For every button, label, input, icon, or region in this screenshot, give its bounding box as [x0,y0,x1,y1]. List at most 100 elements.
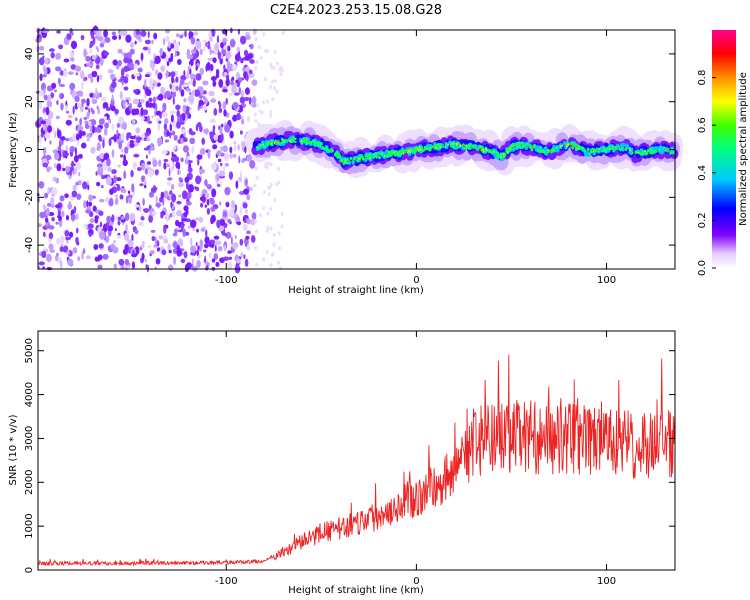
heatmap-signal-blob [320,142,323,146]
heatmap-noise-speck [74,146,77,156]
heatmap-noise-speck [200,227,206,232]
heatmap-noise-speck [182,83,189,88]
heatmap-noise-speck [114,228,117,232]
heatmap-noise-speck [262,32,266,37]
heatmap-noise-speck [165,36,170,43]
heatmap-noise-speck [74,117,78,122]
heatmap-noise-speck [228,171,234,180]
heatmap-noise-speck [201,137,206,145]
heatmap-noise-speck [228,256,233,261]
heatmap-noise-speck [96,75,100,83]
heatmap-signal-blob [596,149,598,151]
hm-ytick-label: -20 [24,189,35,205]
heatmap-noise-speck [171,130,176,136]
heatmap-noise-speck [155,195,159,204]
heatmap-signal-blob [505,150,507,153]
heatmap-noise-speck [167,243,171,251]
heatmap-signal-blob [402,152,405,155]
heatmap-noise-speck [127,239,134,248]
heatmap-noise-speck [183,70,186,77]
heatmap-noise-speck [137,67,143,73]
heatmap-noise-speck [212,80,217,87]
heatmap-signal-blob [572,143,575,146]
heatmap-noise-speck [249,59,255,64]
heatmap-noise-speck [186,262,192,269]
heatmap-noise-speck [223,64,226,71]
heatmap-noise-speck [109,197,114,204]
heatmap-noise-speck [242,188,249,195]
heatmap-noise-speck [173,39,177,45]
heatmap-noise-speck [61,210,65,218]
heatmap-noise-speck [176,121,181,129]
heatmap-noise-speck [212,144,218,150]
heatmap-noise-speck [39,73,43,82]
heatmap-signal-blob [341,159,344,162]
heatmap-noise-speck [238,57,245,62]
heatmap-noise-speck [176,248,183,257]
heatmap-noise-speck [252,28,257,35]
colorbar-gradient [712,30,736,268]
heatmap-noise-speck [86,62,93,68]
heatmap-noise-speck [45,106,50,116]
heatmap-noise-speck [221,48,225,56]
heatmap-noise-speck [107,166,112,172]
heatmap-signal-blob [330,149,332,152]
heatmap-noise-speck [271,79,275,84]
heatmap-signal-blob [586,147,590,152]
heatmap-noise-speck [240,90,245,97]
heatmap-noise-speck [246,218,251,225]
heatmap-noise-speck [67,258,74,266]
heatmap-signal-blob [662,146,666,150]
heatmap-noise-speck [99,230,106,240]
heatmap-noise-speck [225,231,232,239]
heatmap-signal-blob [465,144,468,146]
heatmap-noise-speck [148,78,155,86]
heatmap-noise-speck [166,60,170,67]
heatmap-signal-blob [487,148,490,153]
heatmap-noise-speck [184,176,190,183]
heatmap-noise-speck [79,117,83,126]
heatmap-noise-speck [87,73,93,79]
heatmap-noise-speck [144,132,151,136]
heatmap-noise-speck [158,235,163,240]
heatmap-signal-blob [543,146,548,151]
heatmap-noise-speck [246,230,251,235]
heatmap-noise-speck [176,109,181,117]
heatmap-noise-speck [140,244,145,248]
heatmap-noise-speck [240,118,245,125]
heatmap-noise-speck [245,35,251,41]
heatmap-signal-blob [562,141,567,146]
heatmap-noise-speck [101,161,108,171]
heatmap-noise-speck [89,125,93,133]
heatmap-noise-speck [176,209,183,217]
heatmap-signal-blob [567,143,569,146]
heatmap-noise-speck [86,97,90,107]
heatmap-signal-blob [482,148,484,151]
heatmap-signal-blob [419,146,421,149]
heatmap-noise-speck [178,84,182,93]
heatmap-ylabel: Frequency (Hz) [8,112,19,188]
heatmap-noise-speck [40,120,47,125]
heatmap-noise-speck [183,137,188,143]
heatmap-noise-speck [91,125,95,134]
heatmap-noise-speck [218,170,226,177]
heatmap-noise-speck [154,236,158,246]
heatmap-noise-speck [204,243,209,249]
heatmap-noise-speck [217,245,223,252]
heatmap-noise-speck [254,245,258,250]
heatmap-noise-speck [236,112,241,121]
heatmap-signal-blob [497,154,499,157]
heatmap-noise-speck [128,197,132,204]
heatmap-noise-speck [174,228,178,234]
heatmap-noise-speck [44,132,51,139]
heatmap-noise-speck [166,131,170,137]
heatmap-noise-speck [89,218,95,224]
heatmap-noise-speck [227,218,232,224]
heatmap-noise-speck [161,150,168,155]
heatmap-noise-speck [113,134,117,143]
heatmap-noise-speck [155,203,162,208]
heatmap-noise-speck [70,213,76,221]
heatmap-noise-speck [129,140,134,145]
heatmap-noise-speck [248,96,252,105]
heatmap-signal-blob [639,153,642,156]
